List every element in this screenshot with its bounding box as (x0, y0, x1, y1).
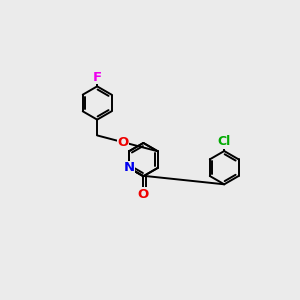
Text: Cl: Cl (218, 135, 231, 148)
Text: O: O (138, 188, 149, 201)
Text: O: O (117, 136, 128, 149)
Text: F: F (93, 71, 102, 84)
Text: N: N (123, 161, 134, 174)
